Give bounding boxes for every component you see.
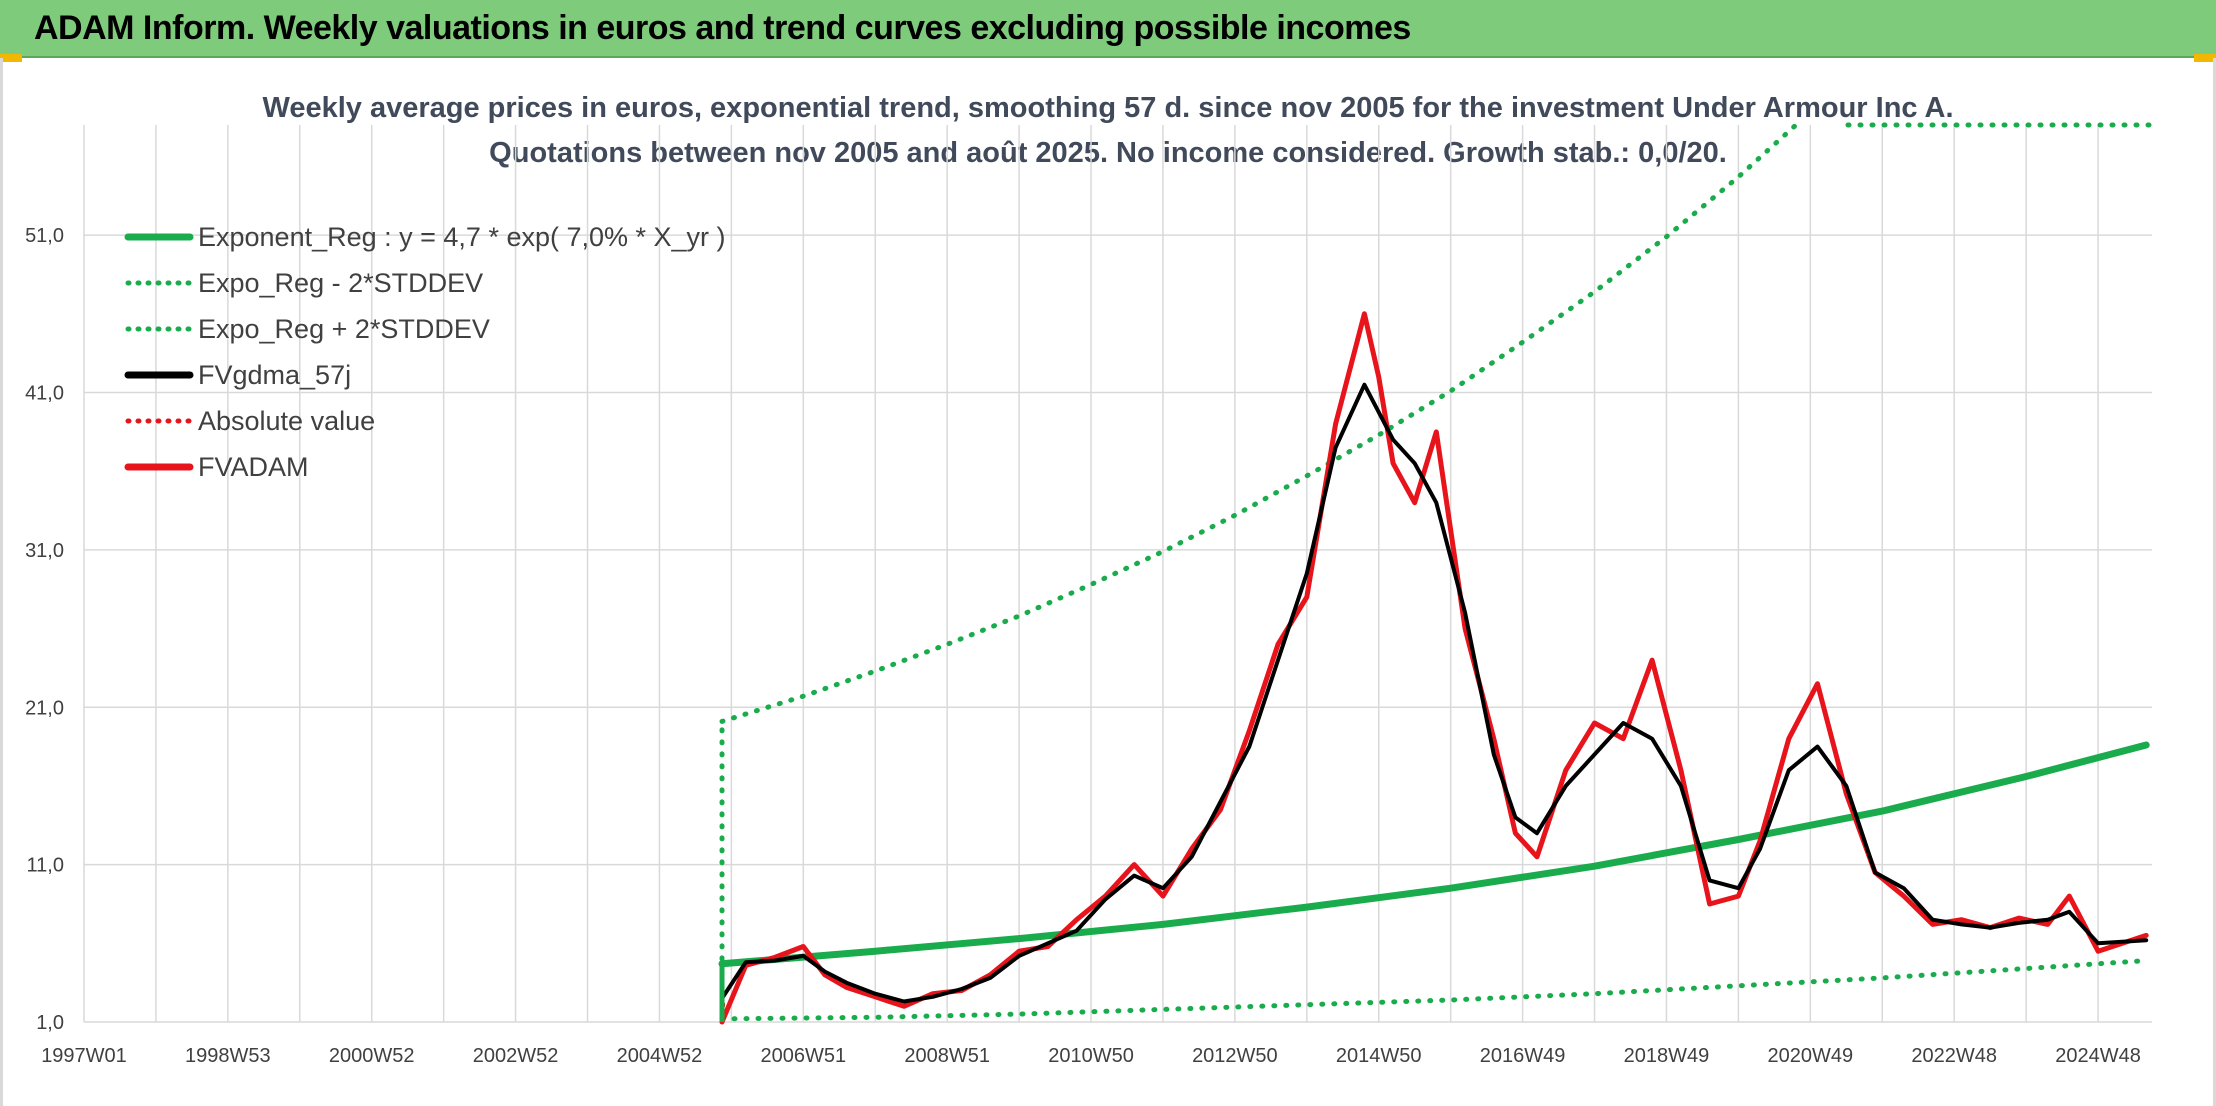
x-tick-label: 2012W50 xyxy=(1192,1045,1278,1067)
legend-label: Expo_Reg + 2*STDDEV xyxy=(198,314,490,344)
y-tick-label: 11,0 xyxy=(27,855,64,877)
legend-label: Expo_Reg - 2*STDDEV xyxy=(198,268,483,298)
x-tick-label: 1997W01 xyxy=(41,1045,127,1067)
chart-subtitle: Quotations between nov 2005 and août 202… xyxy=(489,137,1727,169)
x-tick-label: 1998W53 xyxy=(185,1045,271,1067)
y-tick-label: 51,0 xyxy=(25,225,64,247)
chart-legend: Exponent_Reg : y = 4,7 * exp( 7,0% * X_y… xyxy=(124,222,726,482)
lower-band-line xyxy=(719,958,2149,1022)
header-bar: ADAM Inform. Weekly valuations in euros … xyxy=(0,0,2216,58)
x-tick-label: 2008W51 xyxy=(904,1045,990,1067)
x-tick-label: 2024W48 xyxy=(2055,1045,2141,1067)
series-layer xyxy=(718,122,2155,1025)
x-tick-label: 2000W52 xyxy=(329,1045,415,1067)
y-tick-label: 21,0 xyxy=(25,697,64,719)
page-title: ADAM Inform. Weekly valuations in euros … xyxy=(34,9,1411,47)
smoothed-line xyxy=(720,382,2149,1004)
y-tick-label: 41,0 xyxy=(25,383,64,405)
legend-label: FVADAM xyxy=(198,452,309,482)
legend-label: FVgdma_57j xyxy=(198,360,351,390)
axis-layer: 1997W01 1998W53 2000W52 2002W52 2004W52 2006W… xyxy=(25,225,2141,1067)
y-tick-label: 1,0 xyxy=(36,1012,64,1034)
x-tick-label: 2018W49 xyxy=(1624,1045,1710,1067)
legend-label: Absolute value xyxy=(198,406,375,436)
y-tick-label: 31,0 xyxy=(25,540,64,562)
legend-label: Exponent_Reg : y = 4,7 * exp( 7,0% * X_y… xyxy=(198,222,726,252)
grid-layer xyxy=(83,125,2152,1023)
corner-mark-right xyxy=(2194,54,2216,62)
upper-band-line xyxy=(719,122,1799,724)
x-tick-label: 2010W50 xyxy=(1048,1045,1134,1067)
price-line xyxy=(719,311,2149,1025)
x-tick-label: 2016W49 xyxy=(1480,1045,1566,1067)
x-tick-label: 2002W52 xyxy=(473,1045,559,1067)
x-tick-label: 2022W48 xyxy=(1911,1045,1997,1067)
x-tick-label: 2020W49 xyxy=(1768,1045,1854,1067)
chart-title: Weekly average prices in euros, exponent… xyxy=(262,92,1954,124)
chart-frame xyxy=(0,58,2216,1106)
regression-line xyxy=(718,741,2150,968)
x-tick-label: 2006W51 xyxy=(760,1045,846,1067)
corner-mark-left xyxy=(0,54,22,62)
x-tick-label: 2014W50 xyxy=(1336,1045,1422,1067)
x-tick-label: 2004W52 xyxy=(617,1045,703,1067)
